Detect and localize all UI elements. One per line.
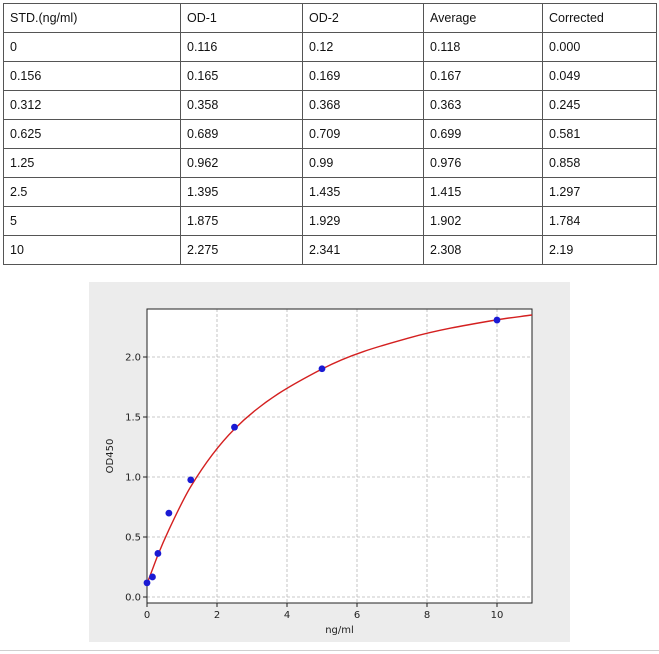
table-cell: 0.709 [302,119,424,149]
y-tick-label: 1.5 [125,413,141,424]
column-header: Corrected [542,3,657,33]
table-cell: 2.19 [542,235,657,265]
plot-frame [146,308,533,604]
table-row: 1.25 0.962 0.99 0.976 0.858 [3,148,657,178]
data-point [165,509,173,517]
table-cell: 0.363 [423,90,543,120]
table-header-row: STD.(ng/ml) OD-1 OD-2 Average Corrected [3,3,657,33]
x-tick-label: 2 [214,610,220,621]
table-cell: 0.625 [3,119,181,149]
standard-curve-chart: 0 2 4 6 8 10 0.0 0.5 1.0 1.5 2.0 ng/ml OD450 [105,308,533,636]
table-cell: 0.312 [3,90,181,120]
table-cell: 0.358 [180,90,303,120]
table-cell: 0.116 [180,32,303,62]
table-cell: 0.245 [542,90,657,120]
table-cell: 0.165 [180,61,303,91]
table-cell: 0.962 [180,148,303,178]
y-tick-label: 1.0 [125,473,141,484]
y-tick-label: 0.0 [125,593,141,604]
data-point [143,579,151,587]
x-tick-label: 0 [144,610,150,621]
table-cell: 0.156 [3,61,181,91]
table-row: 10 2.275 2.341 2.308 2.19 [3,235,657,265]
table-cell: 1.902 [423,206,543,236]
fitted-curve-line [146,314,533,585]
table-cell: 0.976 [423,148,543,178]
standards-table: STD.(ng/ml) OD-1 OD-2 Average Corrected 0 0.11… [3,3,657,265]
x-tick-label: 10 [491,610,504,621]
table-cell: 0.99 [302,148,424,178]
table-cell: 0 [3,32,181,62]
data-point [187,476,195,484]
table-row: 0 0.116 0.12 0.118 0.000 [3,32,657,62]
table-row: 0.625 0.689 0.709 0.699 0.581 [3,119,657,149]
bottom-divider [0,650,659,651]
table-cell: 1.929 [302,206,424,236]
table-cell: 0.858 [542,148,657,178]
data-point [318,365,326,373]
table-cell: 2.341 [302,235,424,265]
table-cell: 2.308 [423,235,543,265]
table-cell: 0.689 [180,119,303,149]
table-cell: 0.169 [302,61,424,91]
column-header: Average [423,3,543,33]
table-cell: 0.368 [302,90,424,120]
table-cell: 1.25 [3,148,181,178]
table-cell: 0.167 [423,61,543,91]
table-cell: 2.275 [180,235,303,265]
data-point [231,423,238,431]
y-tick-label: 2.0 [125,353,141,364]
data-point [149,573,156,581]
table-row: 5 1.875 1.929 1.902 1.784 [3,206,657,236]
table-cell: 5 [3,206,181,236]
table-cell: 0.581 [542,119,657,149]
table-cell: 2.5 [3,177,181,207]
table-cell: 1.297 [542,177,657,207]
table-row: 0.156 0.165 0.169 0.167 0.049 [3,61,657,91]
standard-curve-panel: 0 2 4 6 8 10 0.0 0.5 1.0 1.5 2.0 ng/ml OD450 [89,282,570,642]
table-cell: 1.415 [423,177,543,207]
column-header: OD-1 [180,3,303,33]
x-tick-label: 4 [284,610,290,621]
data-point [493,316,501,324]
table-cell: 1.875 [180,206,303,236]
plot-area [147,309,532,603]
x-axis-label: ng/ml [325,625,354,636]
x-tick-label: 6 [354,610,360,621]
column-header: OD-2 [302,3,424,33]
table-cell: 1.435 [302,177,424,207]
table-cell: 0.000 [542,32,657,62]
table-cell: 0.049 [542,61,657,91]
data-point [154,550,162,557]
table-row: 2.5 1.395 1.435 1.415 1.297 [3,177,657,207]
x-tick-label: 8 [424,610,430,621]
y-tick-label: 0.5 [125,533,141,544]
table-cell: 0.699 [423,119,543,149]
table-cell: 0.118 [423,32,543,62]
table-cell: 0.12 [302,32,424,62]
table-row: 0.312 0.358 0.368 0.363 0.245 [3,90,657,120]
table-cell: 1.395 [180,177,303,207]
table-cell: 1.784 [542,206,657,236]
column-header: STD.(ng/ml) [3,3,181,33]
table-cell: 10 [3,235,181,265]
standards-table-body: STD.(ng/ml) OD-1 OD-2 Average Corrected 0 0.11… [3,3,657,265]
y-axis-label: OD450 [105,439,116,474]
